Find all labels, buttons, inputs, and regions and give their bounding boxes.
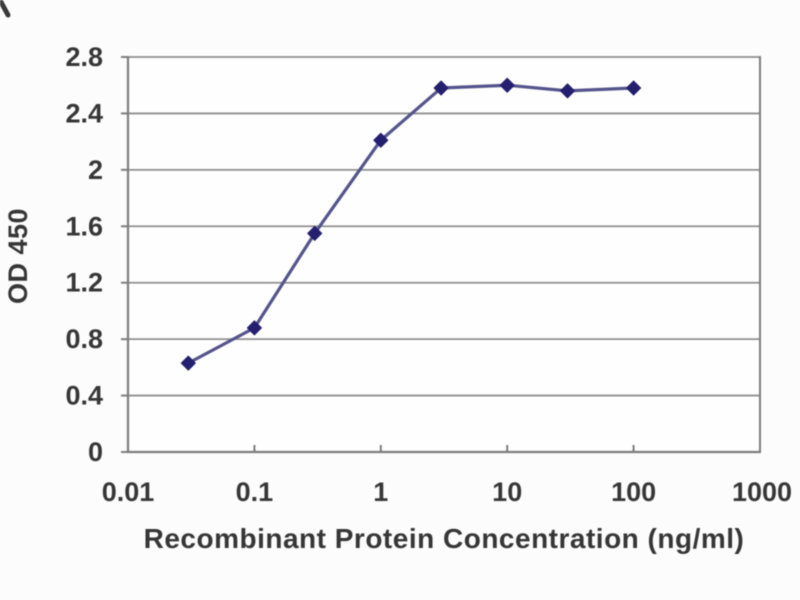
x-tick-label: 10 [492, 477, 522, 507]
data-point-marker [307, 225, 323, 241]
data-point-marker [626, 80, 642, 96]
y-tick-label: 1.6 [65, 211, 103, 241]
y-tick-label: 2.8 [65, 42, 103, 72]
axis-tick-marks [121, 56, 635, 453]
x-tick-label: 0.01 [102, 477, 155, 507]
y-tick-label: 2 [88, 155, 103, 185]
x-tick-label: 100 [611, 477, 656, 507]
x-axis-title: Recombinant Protein Concentration (ng/ml… [144, 523, 745, 554]
y-tick-label: 2.4 [65, 98, 103, 128]
series-line-group [180, 77, 642, 371]
y-tick-label: 1.2 [65, 268, 103, 298]
plot-area-background [128, 57, 760, 452]
data-point-marker [246, 320, 262, 336]
data-point-marker [560, 83, 576, 99]
y-axis-title: OD 450 [3, 208, 33, 304]
x-axis-tick-labels: 0.01 0.1 1 10 100 1000 [102, 477, 792, 507]
y-tick-label: 0.4 [65, 381, 103, 411]
data-point-marker [180, 355, 196, 371]
plot-frame [126, 56, 761, 454]
y-tick-label: 0 [88, 437, 103, 467]
x-tick-label: 1 [373, 477, 388, 507]
data-point-marker [499, 77, 515, 93]
y-axis-tick-labels: 0 0.4 0.8 1.2 1.6 2 2.4 2.8 [65, 42, 103, 467]
x-tick-label: 0.1 [236, 477, 274, 507]
data-point-marker [373, 132, 389, 148]
corner-artifact-mark [0, 0, 11, 18]
corner-artifact-stroke [0, 0, 11, 18]
data-point-marker [433, 80, 449, 96]
y-tick-label: 0.8 [65, 324, 103, 354]
series-line [186, 83, 636, 365]
x-tick-label: 1000 [732, 477, 792, 507]
